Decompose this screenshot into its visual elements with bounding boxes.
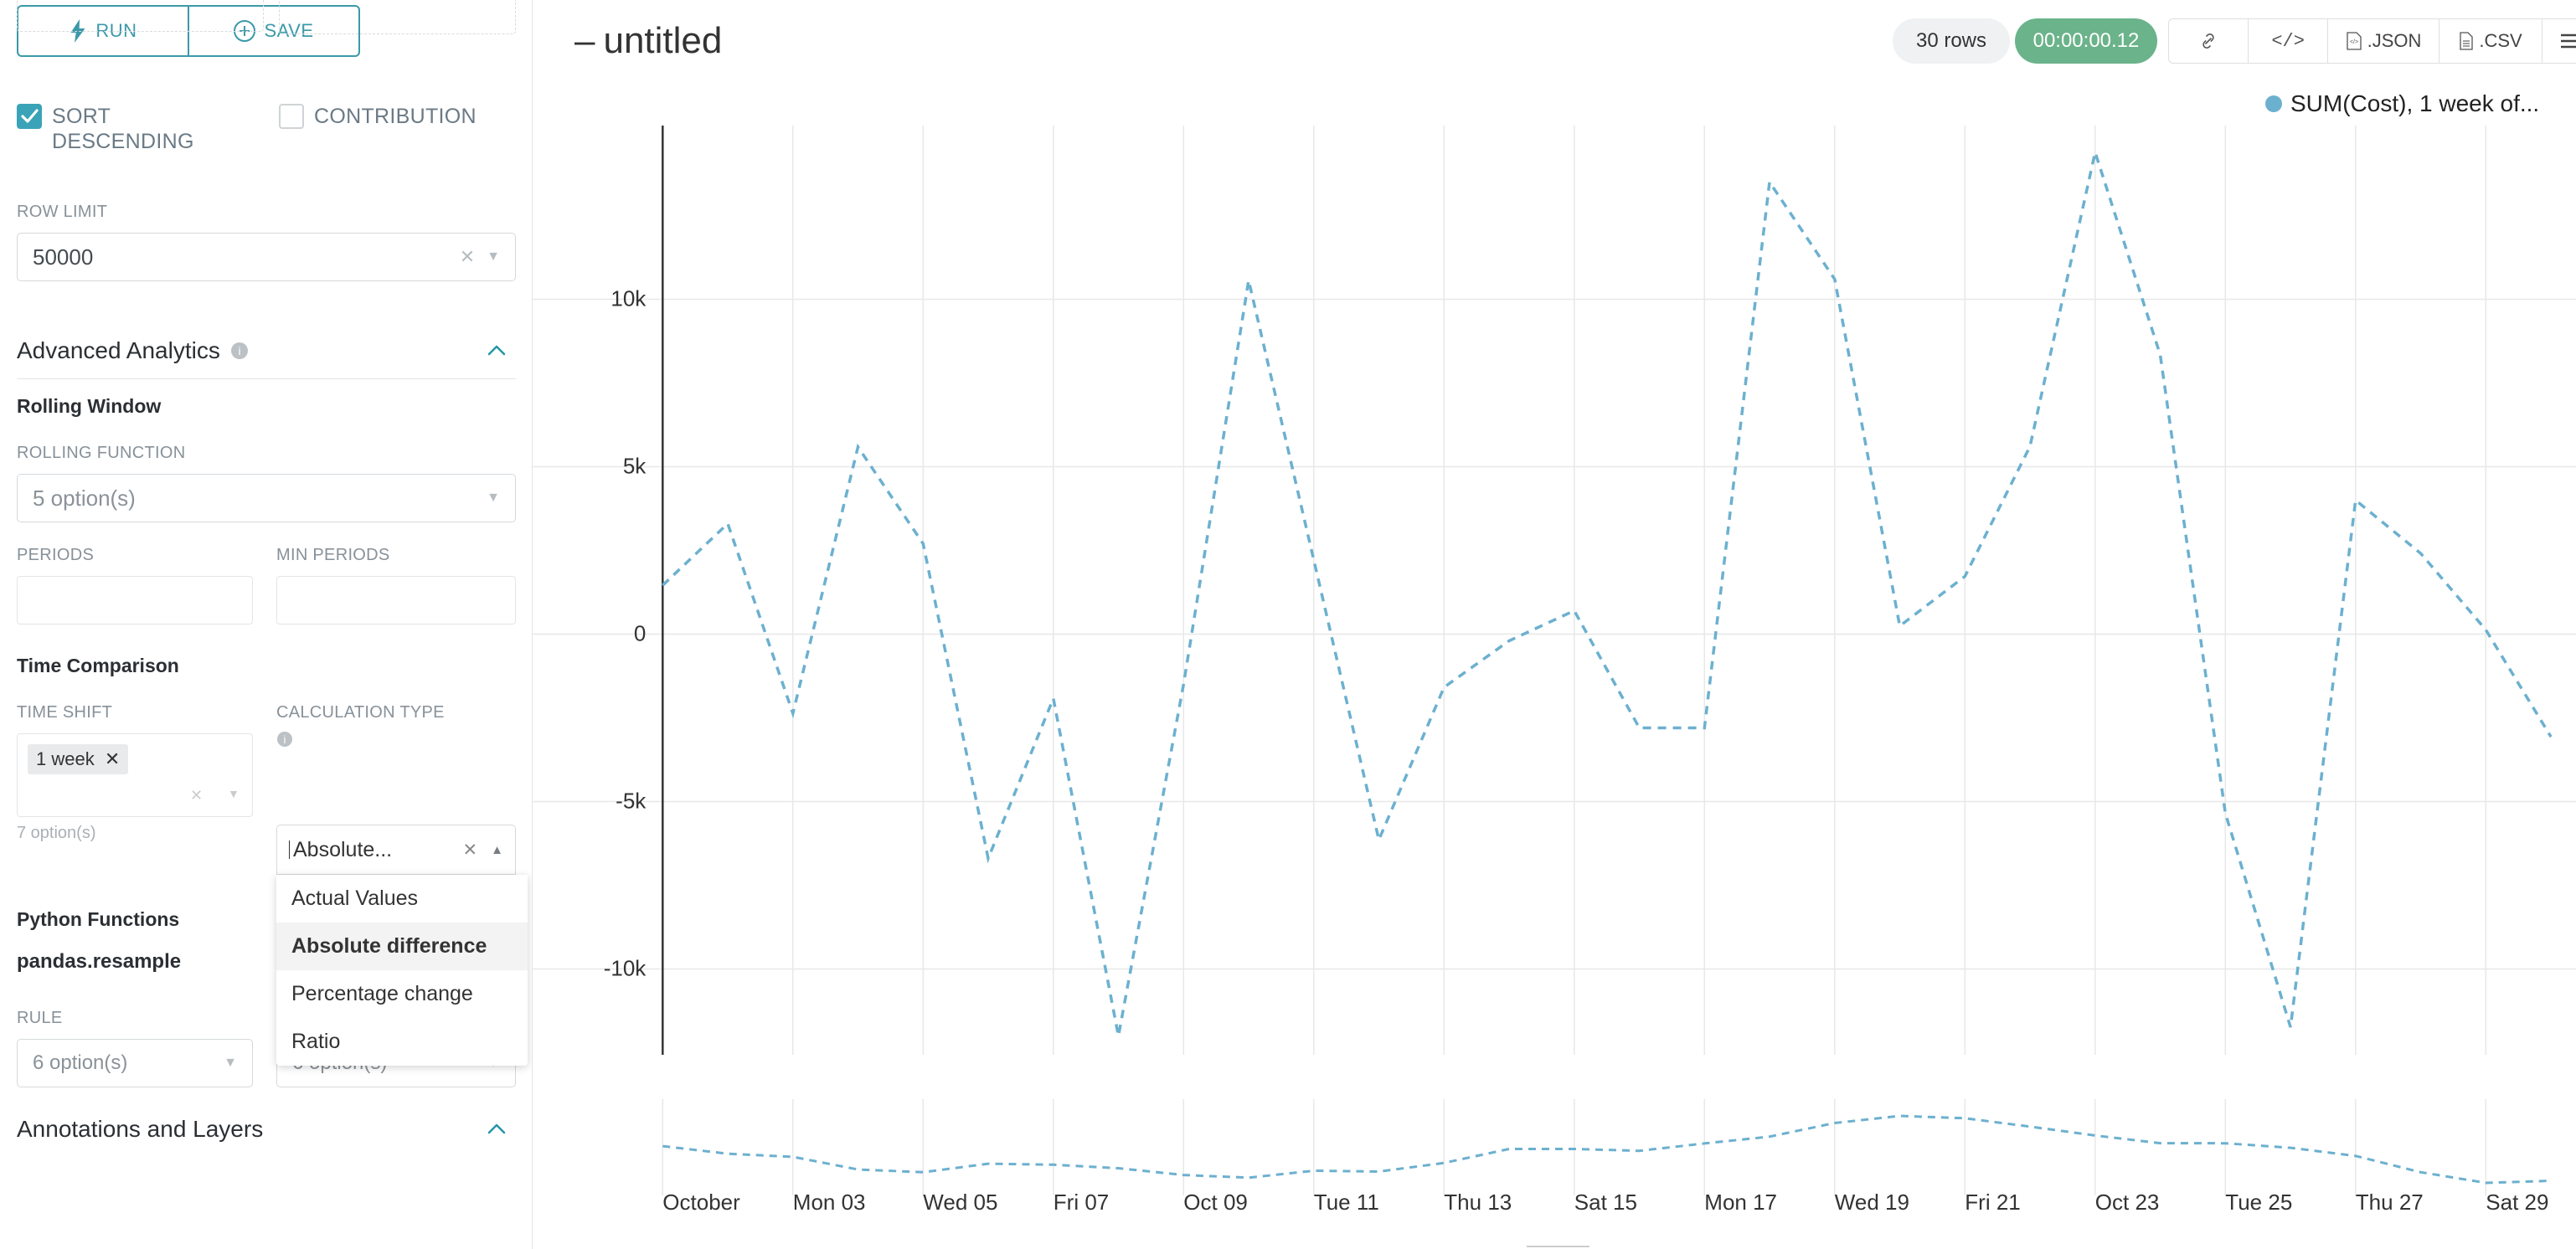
svg-text:Fri 07: Fri 07	[1054, 1190, 1109, 1212]
svg-text:Thu 13: Thu 13	[1444, 1190, 1512, 1212]
svg-text:Sat 29: Sat 29	[2486, 1190, 2548, 1212]
svg-text:Oct 23: Oct 23	[2095, 1190, 2160, 1212]
svg-text:5k: 5k	[623, 454, 647, 479]
svg-text:October: October	[662, 1190, 740, 1212]
svg-text:Fri 21: Fri 21	[1965, 1190, 2020, 1212]
svg-text:-5k: -5k	[616, 789, 647, 814]
svg-text:Sat 15: Sat 15	[1574, 1190, 1637, 1212]
svg-text:i: i	[284, 733, 286, 746]
svg-text:Tue 25: Tue 25	[2225, 1190, 2292, 1212]
svg-text:Oct 09: Oct 09	[1183, 1190, 1248, 1212]
svg-text:Mon 03: Mon 03	[793, 1190, 866, 1212]
svg-text:i: i	[238, 344, 240, 357]
svg-text:10k: 10k	[611, 286, 647, 311]
svg-text:Wed 05: Wed 05	[923, 1190, 997, 1212]
svg-text:0: 0	[634, 621, 646, 646]
svg-text:Tue 11: Tue 11	[1314, 1190, 1379, 1212]
svg-text:-10k: -10k	[604, 956, 647, 981]
svg-text:Mon 17: Mon 17	[1704, 1190, 1777, 1212]
svg-text:Wed 19: Wed 19	[1835, 1190, 1909, 1212]
svg-text:Thu 27: Thu 27	[2356, 1190, 2424, 1212]
svg-text:</>: </>	[2350, 39, 2358, 45]
